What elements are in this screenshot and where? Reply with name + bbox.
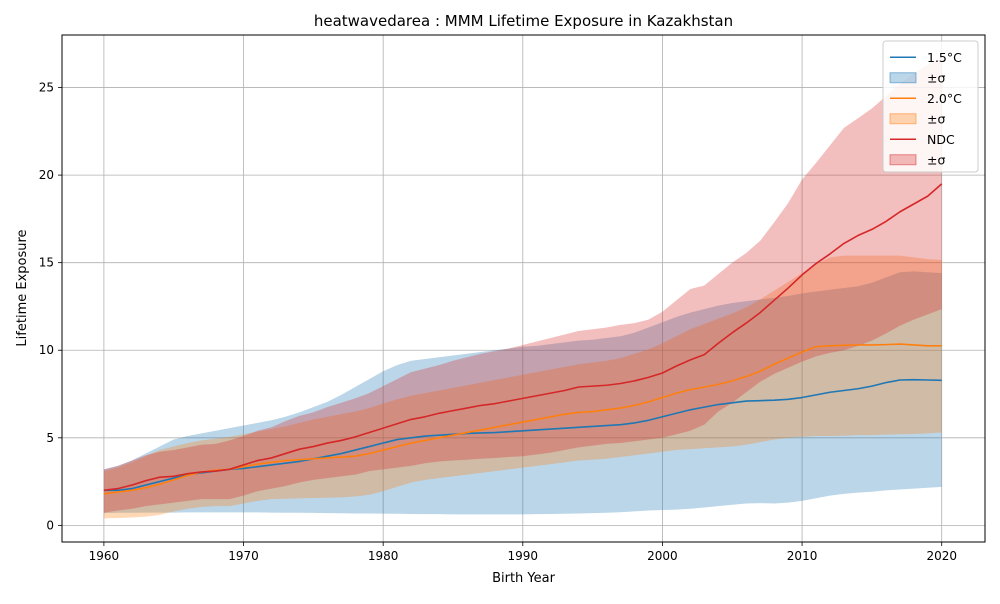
y-axis-label: Lifetime Exposure	[15, 229, 30, 346]
y-tick-label: 15	[39, 256, 54, 270]
x-axis-label: Birth Year	[492, 571, 556, 586]
legend-band-label-0: ±σ	[927, 70, 945, 85]
legend-band-swatch-1	[889, 113, 917, 125]
y-axis-ticks: 0 5 10 15 20 25	[39, 81, 62, 532]
x-tick-label: 1960	[89, 549, 120, 563]
band-1	[103, 255, 942, 519]
legend-band-swatch-2	[889, 154, 917, 166]
x-tick-label: 1990	[508, 549, 539, 563]
chart-title: heatwavedarea : MMM Lifetime Exposure in…	[314, 12, 733, 30]
legend-band-label-2: ±σ	[927, 152, 945, 167]
y-tick-label: 25	[39, 81, 54, 95]
series-line-0	[103, 378, 942, 492]
series-line-2	[103, 183, 943, 492]
y-tick-label: 0	[46, 518, 54, 532]
y-tick-label: 10	[39, 343, 54, 357]
series-line-1	[103, 343, 942, 495]
x-tick-label: 2010	[787, 549, 818, 563]
y-tick-label: 20	[39, 168, 54, 182]
legend-series-label-0: 1.5°C	[927, 50, 962, 65]
x-tick-label: 1970	[228, 549, 259, 563]
x-tick-label: 1980	[368, 549, 399, 563]
plot-frame	[61, 34, 986, 543]
y-tick-label: 5	[46, 431, 54, 445]
x-tick-label: 2000	[647, 549, 678, 563]
legend: 1.5°C ±σ 2.0°C ±σ NDC ±σ	[882, 40, 979, 173]
legend-series-label-2: NDC	[927, 132, 955, 147]
legend-band-swatch-0	[889, 72, 917, 84]
legend-band-label-1: ±σ	[927, 111, 945, 126]
x-axis-ticks: 1960 1970 1980 1990 2000 2010 2020	[89, 542, 957, 563]
series-lines	[103, 183, 943, 495]
x-tick-label: 2020	[926, 549, 957, 563]
band-2	[103, 57, 942, 513]
grid-lines	[62, 35, 985, 542]
legend-series-label-1: 2.0°C	[927, 91, 962, 106]
